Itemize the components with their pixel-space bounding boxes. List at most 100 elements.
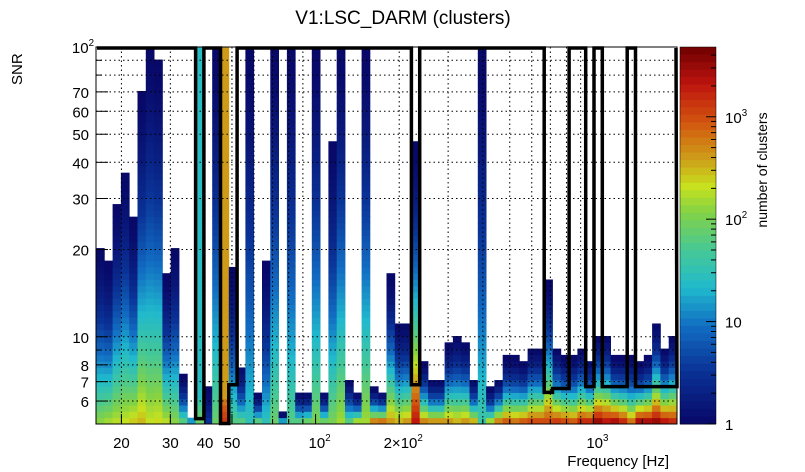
heatmap-cell	[162, 417, 172, 425]
heatmap-cell	[411, 298, 421, 306]
heatmap-cell	[660, 380, 670, 387]
heatmap-cell	[535, 386, 545, 393]
heatmap-cell	[145, 216, 155, 224]
heatmap-cell	[635, 373, 645, 381]
heatmap-cell	[353, 398, 362, 406]
heatmap-cell	[494, 405, 504, 412]
heatmap-cell	[552, 405, 562, 412]
heatmap-cell	[336, 191, 346, 199]
heatmap-cell	[660, 373, 670, 381]
heatmap-cell	[668, 380, 678, 387]
heatmap-cell	[386, 417, 396, 425]
heatmap-cell	[120, 398, 130, 406]
heatmap-cell	[336, 348, 346, 356]
heatmap-cell	[270, 254, 279, 262]
heatmap-cell	[162, 285, 172, 293]
heatmap-cell	[245, 197, 255, 205]
heatmap-cell	[195, 386, 205, 393]
heatmap-cell	[129, 317, 138, 324]
heatmap-cell	[311, 310, 321, 318]
colorbar-segment	[680, 333, 716, 342]
heatmap-cell	[361, 241, 371, 249]
heatmap-cell	[477, 109, 487, 117]
heatmap-cell	[162, 392, 172, 400]
heatmap-cell	[245, 248, 255, 255]
heatmap-cell	[220, 84, 230, 92]
heatmap-cell	[245, 210, 255, 218]
heatmap-cell	[411, 273, 421, 280]
heatmap-cell	[311, 411, 321, 419]
y-tick-label: 30	[72, 192, 89, 209]
heatmap-cell	[311, 109, 321, 117]
heatmap-cell	[245, 216, 255, 224]
heatmap-cell	[594, 380, 603, 387]
heatmap-cell	[328, 185, 338, 192]
heatmap-cell	[154, 235, 163, 243]
heatmap-cell	[120, 197, 130, 205]
heatmap-cell	[403, 417, 412, 425]
heatmap-cell	[502, 392, 512, 400]
heatmap-cell	[270, 204, 279, 211]
heatmap-cell	[96, 292, 105, 299]
heatmap-cell	[311, 273, 321, 280]
heatmap-cell	[594, 342, 603, 349]
heatmap-cell	[262, 292, 271, 299]
heatmap-cell	[212, 84, 221, 92]
heatmap-cell	[220, 166, 230, 174]
heatmap-cell	[311, 248, 321, 255]
heatmap-cell	[195, 304, 205, 312]
x-tick-label: 2×102	[384, 433, 423, 452]
heatmap-cell	[361, 229, 371, 236]
heatmap-cell	[195, 197, 205, 205]
heatmap-cell	[154, 417, 163, 425]
heatmap-cell	[220, 72, 230, 79]
heatmap-cell	[154, 329, 163, 337]
heatmap-cell	[154, 216, 163, 224]
heatmap-cell	[170, 398, 180, 406]
heatmap-cell	[187, 417, 196, 425]
heatmap-cell	[469, 405, 479, 412]
heatmap-cell	[286, 411, 296, 419]
heatmap-cell	[220, 292, 230, 299]
colorbar-segment	[680, 160, 716, 169]
heatmap-cell	[154, 103, 163, 111]
heatmap-cell	[96, 417, 105, 425]
y-tick-label: 20	[72, 243, 89, 260]
heatmap-cell	[195, 241, 205, 249]
heatmap-cell	[386, 292, 396, 299]
heatmap-cell	[295, 411, 304, 419]
heatmap-cell	[328, 304, 338, 312]
heatmap-cell	[336, 53, 346, 60]
heatmap-cell	[511, 386, 520, 393]
heatmap-cell	[212, 141, 221, 148]
heatmap-cell	[104, 405, 113, 412]
heatmap-cell	[477, 153, 487, 161]
heatmap-cell	[154, 191, 163, 199]
heatmap-cell	[444, 367, 454, 375]
heatmap-cell	[652, 329, 661, 337]
heatmap-cell	[560, 392, 570, 400]
heatmap-cell	[411, 386, 421, 393]
heatmap-cell	[544, 398, 553, 406]
colorbar-segment	[680, 378, 716, 387]
heatmap-cell	[286, 97, 296, 104]
heatmap-cell	[195, 310, 205, 318]
heatmap-cell	[535, 354, 545, 362]
heatmap-cell	[577, 361, 587, 368]
heatmap-cell	[104, 317, 113, 324]
heatmap-cell	[469, 386, 479, 393]
heatmap-cell	[270, 329, 279, 337]
heatmap-cell	[154, 336, 163, 343]
heatmap-cell	[361, 78, 371, 86]
heatmap-cell	[203, 405, 213, 412]
heatmap-cell	[104, 273, 113, 280]
heatmap-cell	[120, 405, 130, 412]
heatmap-cell	[170, 273, 180, 280]
heatmap-cell	[477, 47, 487, 54]
heatmap-cell	[336, 72, 346, 79]
heatmap-cell	[195, 336, 205, 343]
heatmap-cell	[569, 398, 578, 406]
heatmap-cell	[145, 53, 155, 60]
heatmap-cell	[154, 241, 163, 249]
heatmap-cell	[311, 254, 321, 262]
